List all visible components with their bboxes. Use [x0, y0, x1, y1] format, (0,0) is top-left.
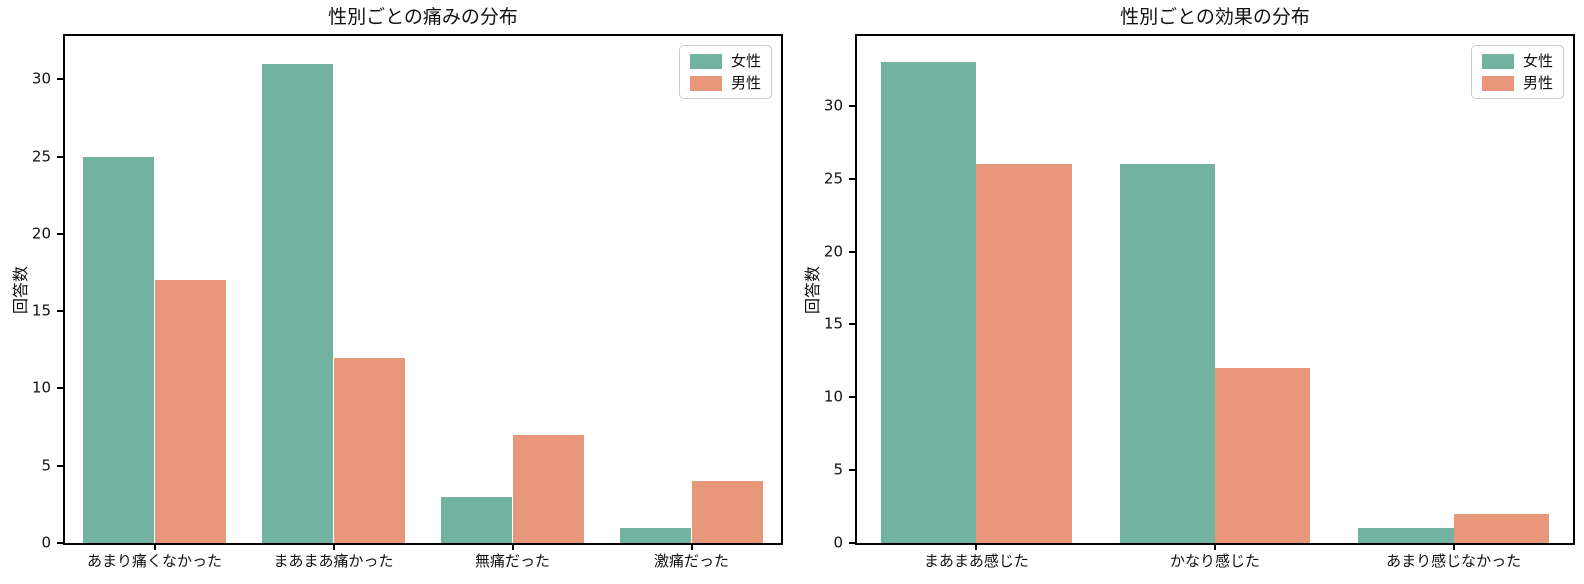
legend: 女性 男性 [1470, 45, 1564, 99]
x-tick-mark [1452, 543, 1455, 550]
x-tick-mark [1214, 543, 1216, 550]
subplot-2: 性別ごとの効果の分布回答数 0 5 10 15 20 25 30 まあまあ感じた かなり感じた あま… [803, 6, 1575, 569]
legend-item: 女性 [689, 52, 761, 70]
bar-female [440, 496, 513, 543]
bar-male [512, 434, 585, 543]
y-tick-mark [57, 78, 65, 81]
bar-male [976, 164, 1072, 543]
y-tick-mark [849, 104, 857, 107]
legend-label: 女性 [730, 52, 761, 70]
y-tick-label: 15 [31, 301, 51, 320]
bar-female [261, 63, 334, 543]
y-tick-label: 0 [41, 533, 51, 552]
legend-item: 女性 [1481, 52, 1553, 70]
y-tick-mark [57, 232, 65, 235]
y-tick-label: 0 [833, 533, 843, 552]
x-tick-mark [332, 543, 335, 550]
y-tick-label: 25 [31, 147, 51, 166]
bar-male [154, 280, 227, 543]
y-tick-label: 5 [41, 456, 51, 475]
x-tick-label: あまり感じなかった [1386, 552, 1522, 570]
y-tick-label: 15 [823, 314, 843, 333]
subplot-1: 性別ごとの痛みの分布 回答数 0 5 10 15 20 25 30 あまり痛くなかった まあまあ痛か… [11, 6, 783, 569]
y-tick-mark [849, 469, 857, 472]
legend-swatch-male [1481, 75, 1514, 91]
chart-title: 性別ごとの痛みの分布 [328, 6, 518, 28]
x-tick-label: 激痛だった [653, 552, 730, 570]
legend-label: 男性 [1522, 74, 1553, 92]
x-tick-mark [690, 543, 693, 550]
bar-male [1215, 368, 1311, 543]
bar-female [1119, 164, 1215, 543]
y-tick-label: 20 [823, 242, 843, 261]
x-tick-mark [153, 543, 156, 550]
bar-female [619, 527, 692, 543]
legend-item: 男性 [689, 74, 761, 92]
y-tick-label: 5 [833, 460, 843, 479]
y-tick-label: 30 [823, 96, 843, 115]
x-tick-label: まあまあ痛かった [273, 552, 394, 570]
x-tick-label: かなり感じた [1169, 552, 1261, 570]
x-tick-mark [975, 543, 978, 550]
bar-female [82, 156, 155, 543]
y-tick-mark [849, 396, 857, 399]
legend-label: 女性 [1522, 52, 1553, 70]
y-axis-label: 回答数 [803, 265, 822, 314]
y-tick-mark [57, 310, 65, 313]
bar-male [333, 357, 406, 543]
x-tick-label: あまり痛くなかった [86, 552, 223, 570]
y-tick-mark [57, 464, 65, 467]
y-tick-mark [849, 177, 857, 180]
y-tick-mark [849, 542, 857, 544]
x-tick-mark [511, 543, 514, 550]
y-tick-label: 25 [823, 169, 843, 188]
bar-male [691, 481, 764, 543]
bar-female [1358, 528, 1454, 543]
bar-female [880, 62, 977, 543]
y-tick-label: 10 [823, 387, 843, 406]
legend-label: 男性 [730, 74, 761, 92]
y-tick-mark [57, 155, 65, 158]
x-tick-label: まあまあ感じた [923, 552, 1029, 570]
bar-male [1453, 513, 1550, 543]
x-tick-label: 無痛だった [474, 552, 551, 570]
y-tick-mark [57, 387, 65, 390]
y-tick-label: 10 [31, 378, 51, 397]
legend-swatch-female [1481, 53, 1514, 69]
legend-item: 男性 [1481, 74, 1553, 92]
y-tick-mark [57, 542, 65, 544]
legend-swatch-female [689, 53, 722, 69]
chart-title: 性別ごとの効果の分布 [1120, 6, 1310, 28]
y-tick-mark [849, 323, 857, 326]
y-tick-mark [849, 250, 857, 253]
y-tick-label: 30 [31, 69, 51, 88]
y-tick-label: 20 [31, 224, 51, 243]
legend: 女性 男性 [678, 45, 772, 99]
legend-swatch-male [689, 75, 722, 91]
